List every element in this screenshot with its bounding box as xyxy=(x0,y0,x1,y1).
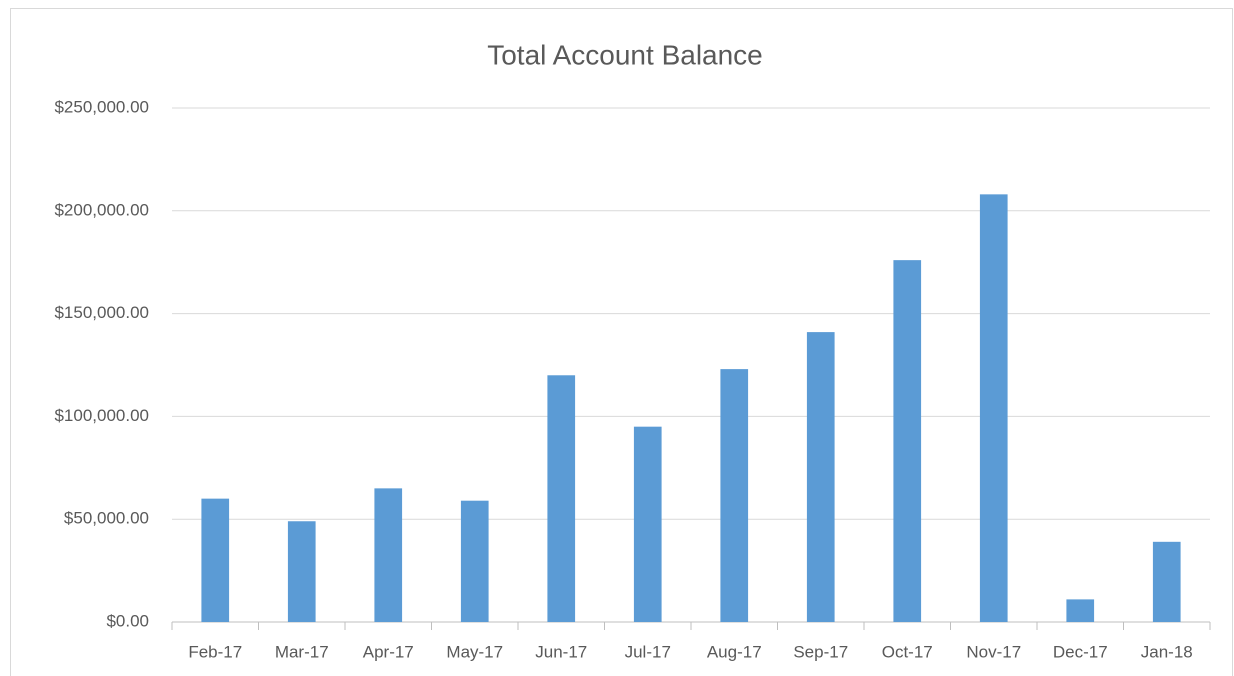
bar xyxy=(893,260,922,622)
y-tick-label: $50,000.00 xyxy=(64,509,149,528)
bar xyxy=(1152,541,1181,622)
x-tick-label: Jun-17 xyxy=(535,642,587,661)
bar xyxy=(201,498,230,622)
y-tick-label: $200,000.00 xyxy=(54,200,149,219)
bar xyxy=(806,332,835,622)
bar xyxy=(633,426,662,622)
x-tick-label: Feb-17 xyxy=(188,642,242,661)
bar xyxy=(374,488,403,622)
chart-border xyxy=(10,8,1233,676)
x-tick-label: Mar-17 xyxy=(275,642,329,661)
x-tick-label: Nov-17 xyxy=(966,642,1021,661)
y-tick-label: $100,000.00 xyxy=(54,406,149,425)
bar xyxy=(547,375,576,622)
x-tick-label: May-17 xyxy=(446,642,503,661)
x-tick-label: Jul-17 xyxy=(625,642,671,661)
x-tick-label: Sep-17 xyxy=(793,642,848,661)
x-tick-label: Apr-17 xyxy=(363,642,414,661)
bar xyxy=(460,500,489,622)
x-tick-label: Dec-17 xyxy=(1053,642,1108,661)
x-tick-label: Oct-17 xyxy=(882,642,933,661)
y-tick-label: $150,000.00 xyxy=(54,303,149,322)
bar xyxy=(979,194,1008,623)
chart-title: Total Account Balance xyxy=(487,39,763,70)
bar xyxy=(1066,599,1095,622)
y-tick-label: $250,000.00 xyxy=(54,97,149,116)
bar xyxy=(287,521,316,622)
x-tick-label: Aug-17 xyxy=(707,642,762,661)
bar xyxy=(720,369,749,622)
y-tick-label: $0.00 xyxy=(106,611,149,630)
x-tick-label: Jan-18 xyxy=(1141,642,1193,661)
